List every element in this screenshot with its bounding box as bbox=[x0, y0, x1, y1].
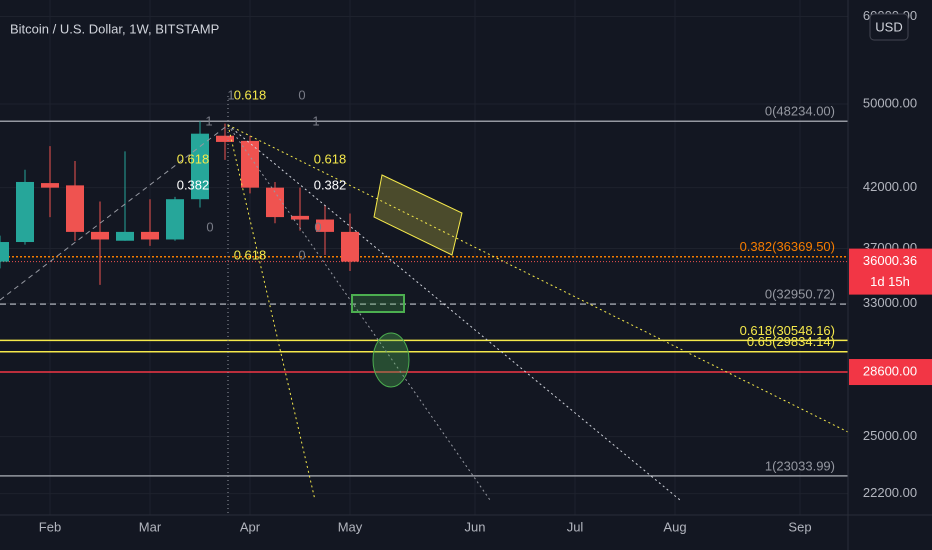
candle-body bbox=[141, 231, 159, 240]
drawings bbox=[0, 96, 849, 515]
candle-body bbox=[266, 187, 284, 218]
candle-body bbox=[166, 199, 184, 240]
fib-annotation: 0 bbox=[206, 219, 213, 234]
fib-annotation: 0 bbox=[298, 87, 305, 102]
candle-body bbox=[291, 215, 309, 220]
x-tick-label: Jun bbox=[465, 519, 486, 534]
x-tick-label: Aug bbox=[663, 519, 686, 534]
trend-line bbox=[0, 124, 229, 301]
x-tick-label: Feb bbox=[39, 519, 61, 534]
fib-annotation: 0 bbox=[314, 219, 321, 234]
fib-annotation: 0 bbox=[298, 247, 305, 262]
x-tick-label: Jul bbox=[567, 519, 584, 534]
fib-level-label: 0.65(29834.14) bbox=[747, 334, 835, 349]
alert-badge bbox=[849, 359, 932, 386]
y-tick-label: 22200.00 bbox=[863, 485, 917, 500]
x-tick-label: Mar bbox=[139, 519, 162, 534]
last-price-label: 36000.36 bbox=[863, 253, 917, 268]
fib-annotation: 1 bbox=[205, 113, 212, 128]
last-price-badge bbox=[849, 248, 932, 295]
currency-button[interactable] bbox=[869, 13, 909, 41]
fan-line bbox=[227, 124, 491, 501]
candle-body bbox=[241, 140, 259, 188]
candle-body bbox=[0, 242, 9, 262]
candle-body bbox=[41, 183, 59, 188]
candles bbox=[0, 121, 359, 285]
alert-price-label: 28600.00 bbox=[863, 363, 917, 378]
candle-body bbox=[216, 135, 234, 142]
rectangle bbox=[373, 174, 463, 256]
fib-annotation: 0.618 bbox=[177, 151, 210, 166]
y-tick-label: 42000.00 bbox=[863, 179, 917, 194]
fib-level-label: 1(23033.99) bbox=[765, 458, 835, 473]
fib-level-label: 0(48234.00) bbox=[765, 104, 835, 119]
y-tick-label: 33000.00 bbox=[863, 295, 917, 310]
fib-annotation: 1 bbox=[227, 87, 234, 102]
fib-annotation: 0.618 bbox=[314, 151, 347, 166]
candle-body bbox=[91, 231, 109, 240]
fan-line bbox=[227, 124, 849, 433]
fib-annotation: 0.618 bbox=[234, 247, 267, 262]
rectangle bbox=[351, 294, 405, 313]
fib-annotation: 0.382 bbox=[314, 177, 347, 192]
currency-button-label[interactable]: USD bbox=[875, 19, 902, 34]
fib-level-label: 0.618(30548.16) bbox=[740, 323, 835, 338]
y-tick-label: 25000.00 bbox=[863, 428, 917, 443]
ellipse bbox=[372, 332, 410, 388]
fib-annotation: 0.382 bbox=[177, 177, 210, 192]
candle-body bbox=[341, 231, 359, 262]
countdown-label: 1d 15h bbox=[870, 274, 910, 289]
y-tick-label: 50000.00 bbox=[863, 95, 917, 110]
chart-title: Bitcoin / U.S. Dollar, 1W, BITSTAMP bbox=[10, 21, 219, 36]
candle-body bbox=[66, 185, 84, 232]
fib-level-label: 0(32950.72) bbox=[765, 287, 835, 302]
price-axis: 60000.0050000.0042000.0037000.0033000.00… bbox=[849, 8, 932, 500]
fib-level-label: 0.382(36369.50) bbox=[740, 239, 835, 254]
fib-annotation: 1 bbox=[312, 113, 319, 128]
levels: 0(48234.00) 0.382(36369.50) 0(32950.72) 0.6… bbox=[0, 104, 848, 477]
candle-body bbox=[316, 219, 334, 232]
x-tick-label: Apr bbox=[240, 519, 261, 534]
candle-body bbox=[16, 181, 34, 243]
fan-line bbox=[227, 124, 316, 501]
x-tick-label: May bbox=[338, 519, 363, 534]
candle-body bbox=[116, 231, 134, 241]
fib-annotation: 0.618 bbox=[234, 87, 267, 102]
x-tick-label: Sep bbox=[788, 519, 811, 534]
